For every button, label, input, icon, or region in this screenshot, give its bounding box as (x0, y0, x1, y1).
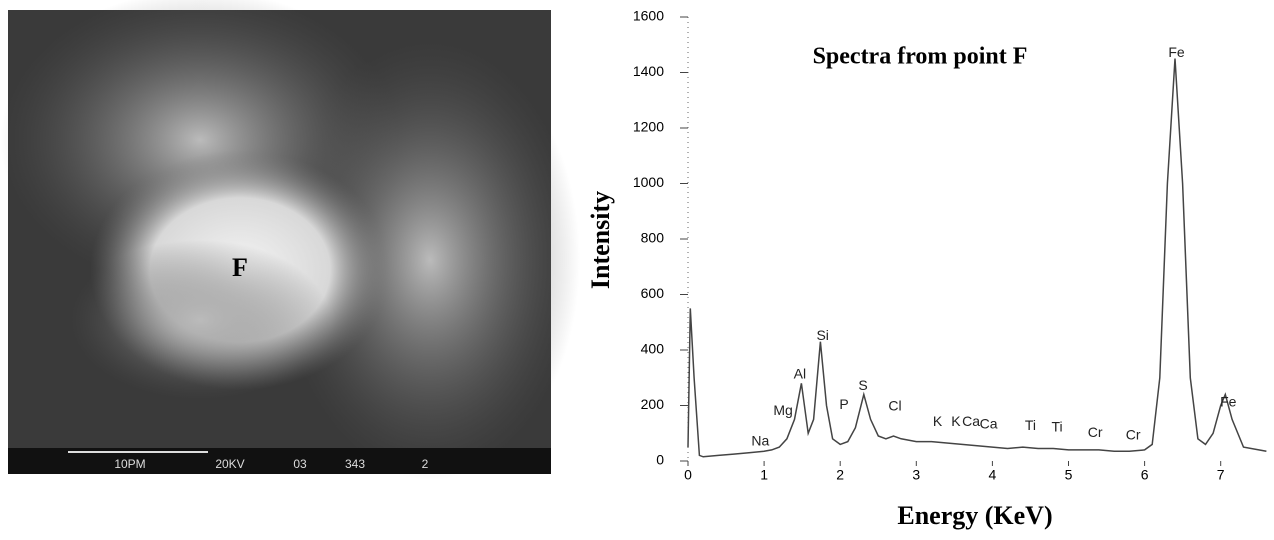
scale-text: 10PM (114, 457, 145, 471)
y-tick-label: 600 (641, 285, 665, 301)
y-tick-label: 1000 (633, 174, 664, 190)
y-tick-label: 1600 (633, 8, 664, 24)
y-tick-label: 200 (641, 396, 665, 412)
peak-label: Mg (773, 402, 792, 418)
peak-label: Fe (1168, 44, 1185, 60)
peak-label: S (858, 377, 867, 393)
scale-text: 343 (345, 457, 365, 471)
x-tick-label: 7 (1217, 467, 1225, 483)
peak-label: Ca (962, 413, 980, 429)
x-tick-label: 1 (760, 467, 768, 483)
x-tick-label: 3 (912, 467, 920, 483)
peak-label: Na (751, 432, 769, 448)
x-tick-label: 6 (1141, 467, 1149, 483)
peak-label: Si (816, 327, 828, 343)
y-tick-label: 0 (656, 452, 664, 468)
peak-label: K (933, 413, 943, 429)
y-tick-label: 400 (641, 341, 665, 357)
x-tick-label: 4 (989, 467, 997, 483)
peak-label: P (839, 396, 848, 412)
y-axis-label: Intensity (586, 191, 615, 289)
peak-label: Fe (1220, 393, 1237, 409)
peak-label: Ti (1052, 418, 1063, 434)
peak-label: Cr (1088, 424, 1103, 440)
y-tick-label: 800 (641, 230, 665, 246)
peak-label: Cr (1126, 427, 1141, 443)
y-tick-label: 1400 (633, 63, 664, 79)
peak-label: Al (794, 366, 806, 382)
x-tick-label: 2 (836, 467, 844, 483)
chart-title: Spectra from point F (813, 44, 1028, 70)
peak-label: K (951, 413, 961, 429)
y-tick-label: 1200 (633, 119, 664, 135)
scale-text: 2 (422, 457, 429, 471)
sem-image: F 10PM 20KV 03 343 2 (0, 0, 580, 480)
point-label: F (232, 253, 248, 282)
peak-label: Ca (980, 416, 998, 432)
x-tick-label: 5 (1065, 467, 1073, 483)
scale-text: 20KV (215, 457, 244, 471)
x-axis-label: Energy (KeV) (897, 501, 1052, 530)
peak-label: Cl (888, 398, 901, 414)
spectrum-line (687, 58, 1267, 458)
scale-text: 03 (293, 457, 307, 471)
peak-label: Ti (1025, 417, 1036, 433)
x-tick-label: 0 (684, 467, 692, 483)
